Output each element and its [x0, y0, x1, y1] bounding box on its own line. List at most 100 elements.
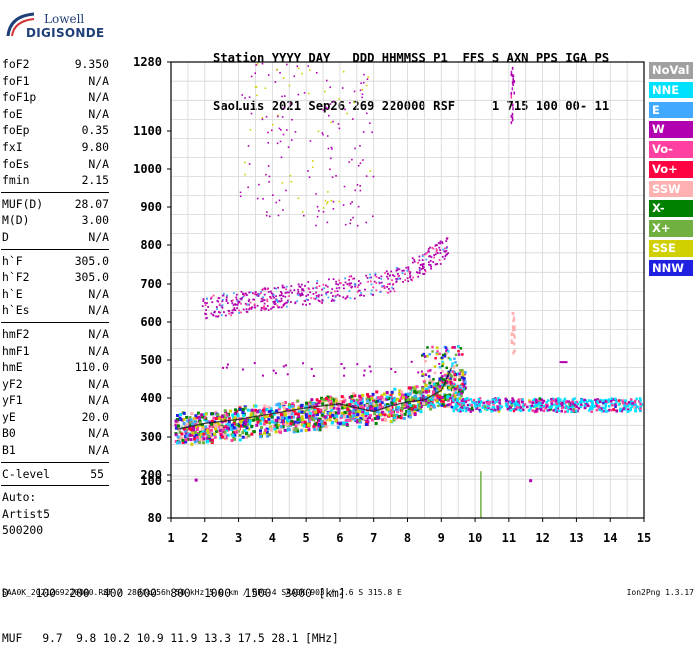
echo-point [296, 300, 299, 303]
echo-point [198, 440, 202, 444]
echo-point [365, 274, 368, 277]
echo-point [352, 216, 354, 219]
echo-point [210, 312, 213, 315]
echo-point [398, 399, 402, 403]
echo-point [538, 399, 542, 403]
echo-point [326, 398, 330, 402]
echo-point [380, 401, 384, 405]
echo-point [277, 402, 281, 406]
echo-point [362, 81, 365, 84]
echo-point [352, 399, 356, 403]
echo-point [395, 266, 398, 269]
echo-point [273, 296, 275, 299]
echo-point [190, 442, 194, 446]
echo-point [560, 403, 564, 407]
echo-point [447, 377, 451, 381]
echo-point [474, 404, 477, 408]
echo-point [614, 405, 617, 409]
echo-point [600, 407, 603, 410]
echo-point [342, 284, 345, 287]
echo-point [294, 130, 297, 133]
echo-point [323, 287, 326, 290]
logo-text-lowell: Lowell [44, 12, 85, 26]
echo-point [332, 100, 335, 103]
echo-point [406, 277, 409, 280]
echo-point [478, 404, 481, 407]
echo-point [248, 163, 251, 165]
echo-point [396, 405, 400, 409]
echo-point [230, 314, 233, 317]
echo-point [330, 408, 334, 412]
echo-point [513, 404, 517, 408]
echo-point [612, 408, 616, 412]
echo-point [296, 420, 300, 424]
echo-point [442, 362, 445, 365]
parameter-row: D N/A [1, 229, 110, 246]
echo-point [442, 248, 444, 251]
echo-point [363, 417, 367, 421]
echo-point [249, 128, 252, 131]
echo-point [320, 301, 323, 304]
legend-item: E [649, 101, 693, 119]
echo-point [621, 401, 625, 405]
echo-point [317, 299, 320, 302]
echo-point [513, 80, 516, 84]
echo-point [373, 417, 377, 421]
echo-point [231, 309, 234, 312]
echo-point [308, 69, 311, 71]
echo-point [551, 399, 555, 403]
echo-point [321, 299, 324, 301]
echo-point [238, 420, 242, 424]
echo-point [374, 407, 378, 411]
echo-point [418, 255, 421, 258]
echo-point [310, 404, 314, 408]
echo-point [370, 395, 374, 399]
echo-point [253, 303, 256, 306]
echo-point [461, 406, 464, 409]
echo-point [327, 147, 330, 150]
echo-point [563, 397, 567, 401]
echo-point [443, 257, 446, 260]
echo-point [596, 398, 600, 401]
echo-point [327, 291, 329, 293]
echo-point [226, 433, 230, 437]
echo-point [297, 288, 299, 291]
echo-point [287, 405, 291, 409]
echo-point [224, 425, 228, 429]
echo-point [366, 276, 369, 279]
y-tick-label: 500 [140, 353, 162, 367]
echo-point [188, 421, 192, 425]
echo-point [267, 131, 269, 134]
echo-point [495, 400, 498, 403]
echo-point [310, 416, 314, 420]
echo-point [290, 412, 294, 416]
echo-point [451, 346, 454, 349]
echo-point [441, 383, 445, 387]
echo-point [262, 287, 265, 290]
echo-point [428, 378, 432, 382]
echo-point [514, 407, 518, 411]
echo-point [310, 297, 313, 300]
echo-point [175, 417, 179, 421]
echo-point [566, 410, 570, 413]
echo-point [528, 400, 532, 404]
echo-point [529, 407, 532, 411]
echo-point [517, 406, 521, 409]
echo-point [335, 407, 339, 411]
echo-point [361, 96, 363, 99]
echo-point [375, 390, 379, 394]
echo-point [311, 166, 314, 169]
echo-point [624, 399, 627, 403]
echo-point [344, 297, 347, 300]
echo-point [237, 424, 241, 428]
echo-point [434, 384, 438, 388]
echo-point [617, 399, 621, 402]
echo-point [445, 366, 448, 370]
echo-point [252, 292, 254, 295]
echo-point [214, 417, 218, 421]
echo-point [281, 416, 285, 420]
echo-point [289, 422, 293, 426]
echo-point [240, 419, 244, 423]
echo-point [630, 398, 633, 401]
echo-point [374, 400, 378, 404]
